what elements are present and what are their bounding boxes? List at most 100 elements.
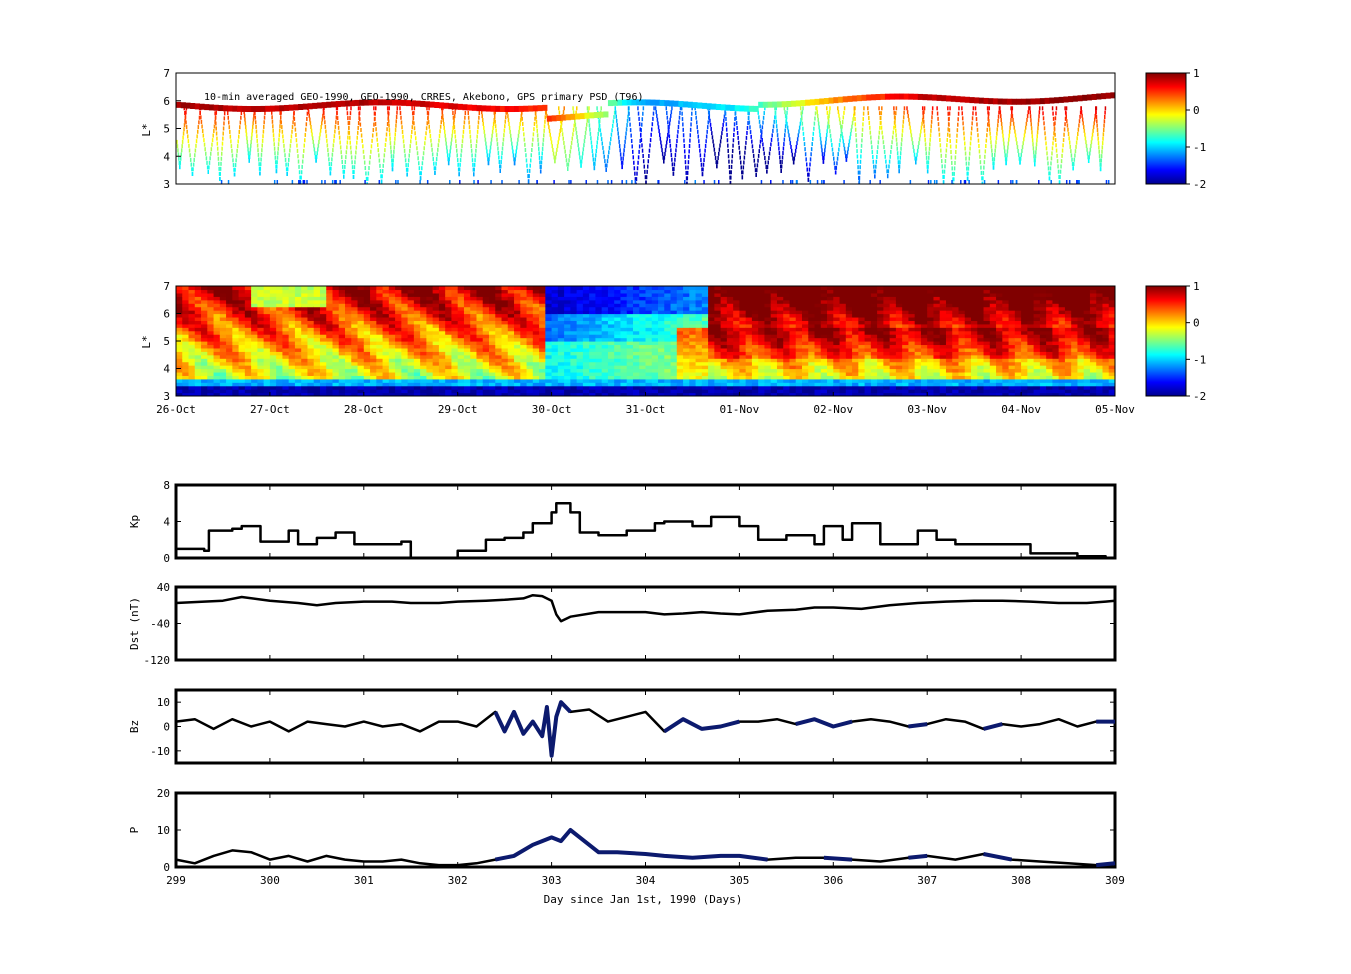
psd-cell [307,368,315,373]
psd-obs-point [505,110,507,115]
psd-cell [263,371,271,376]
psd-cell [176,337,183,342]
psd-cell [294,334,302,339]
psd-obs-point [580,159,583,164]
psd-cell [357,310,365,315]
psd-cell [651,299,659,304]
psd-cell [413,347,421,352]
psd-cell [407,392,415,396]
psd-geo-band [626,99,632,106]
psd-cell [276,385,284,390]
psd-geo-band [1016,98,1022,105]
psd-cell [370,358,377,363]
psd-cell [226,389,233,394]
psd-geo-band [340,100,346,107]
psd-cell [457,344,465,349]
psd-cell [489,289,496,294]
psd-cell [539,337,546,342]
psd-cell [470,351,478,356]
psd-obs-point [286,171,288,176]
psd-cell [614,354,622,359]
psd-cell [219,296,227,301]
psd-cell [557,382,565,387]
psd-obs-point [426,180,429,184]
psd-cell [645,292,653,297]
psd-obs-point [414,131,416,136]
psd-cell [557,389,565,394]
psd-obs-point [706,129,708,134]
psd-cell [420,368,427,373]
psd-obs-point [496,137,498,142]
psd-cell [557,289,565,294]
psd-obs-point [276,180,279,184]
psd-cell [551,323,559,328]
psd-obs-point [422,156,424,161]
psd-obs-point [809,157,812,162]
psd-cell [188,303,196,308]
psd-cell [626,286,634,291]
psd-cell [445,365,453,370]
psd-cell [664,392,672,396]
psd-cell [176,299,183,304]
psd-cell [564,320,571,325]
psd-obs-point [1061,153,1063,158]
psd-geo-band [838,96,844,103]
psd-cell [357,361,365,366]
psd-cell [626,341,634,346]
psd-geo-band [823,98,830,105]
psd-cell [482,313,490,318]
psd-geo-band [575,113,581,120]
psd-cell [238,299,246,304]
psd-obs-point [462,134,464,139]
psd-cell [639,286,647,291]
psd-cell [489,389,496,394]
psd-obs-point [393,145,395,150]
psd-obs-point [220,161,222,166]
psd-cell [576,382,584,387]
psd-cell [645,389,653,394]
psd-obs-point [727,154,730,159]
psd-obs-point [727,143,729,148]
psd-obs-point [754,168,757,173]
psd-obs-point [951,180,953,184]
psd-obs-point [346,140,349,145]
psd-obs-point [457,162,459,167]
psd-cell [188,292,196,297]
psd-obs-point [196,129,199,134]
psd-cell [489,358,496,363]
psd-obs-point [1093,117,1096,122]
psd-cell [645,310,653,315]
psd-obs-point [886,174,889,179]
psd-cell [426,375,434,380]
psd-obs-point [569,149,572,154]
psd-cell [188,310,196,315]
psd-obs-point [964,146,966,151]
psd-cell [376,354,384,359]
psd-cell [307,323,315,328]
psd-cell [564,354,571,359]
psd-cell [188,382,196,387]
psd-cell [376,299,384,304]
psd-cell [670,378,678,383]
psd-cell [257,347,265,352]
psd-cell [201,323,208,328]
psd-cell [294,361,302,366]
psd-obs-point [524,148,527,153]
psd-obs-point [606,163,608,168]
psd-obs-point [978,144,980,149]
psd-obs-point [1007,145,1009,150]
psd-cell [307,313,315,318]
psd-cell [495,296,503,301]
psd-cell [319,323,327,328]
psd-obs-point [908,117,910,122]
psd-obs-point [307,110,310,115]
psd-obs-point [939,143,942,148]
psd-obs-point [273,180,276,184]
psd-cell [501,327,509,332]
psd-cell [282,320,290,325]
psd-cell [482,389,490,394]
psd-cell [532,330,540,335]
psd-obs-point [309,117,311,122]
psd-cell [282,351,290,356]
psd-cell [182,316,190,321]
